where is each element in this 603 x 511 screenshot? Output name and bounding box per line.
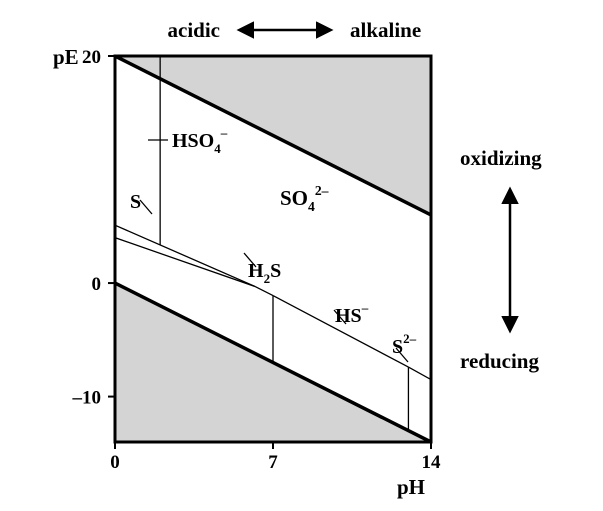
ytick-0: 0: [92, 274, 102, 295]
xtick-14: 14: [422, 452, 442, 473]
ytick-20: 20: [82, 47, 101, 68]
xtick-7: 7: [268, 452, 278, 473]
x-axis-label: pH: [397, 475, 425, 499]
ytick--10: –10: [72, 388, 102, 409]
y-axis-label: pE: [53, 45, 79, 69]
xtick-0: 0: [110, 452, 120, 473]
species-s: S: [130, 191, 141, 213]
acidic-label: acidic: [168, 18, 221, 42]
oxidizing-label: oxidizing: [460, 146, 542, 170]
plot-area: [115, 56, 431, 442]
reducing-label: reducing: [460, 349, 539, 373]
alkaline-label: alkaline: [350, 18, 421, 42]
pourbaix-diagram: 0 7 14 –10 0 20 pH pE acidic alkaline oxidizing red…: [0, 0, 603, 511]
